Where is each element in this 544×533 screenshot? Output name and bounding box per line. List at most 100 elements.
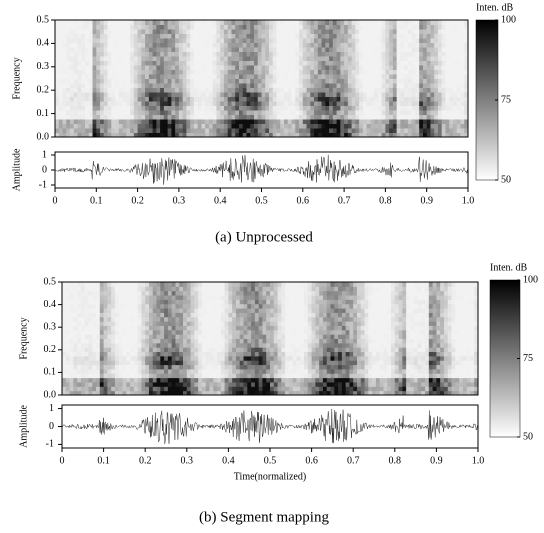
spectrogram-cell [346, 343, 350, 348]
spectrogram-cell [423, 88, 427, 93]
spectrogram-cell [319, 312, 323, 317]
spectrogram-cell [355, 88, 359, 93]
spectrogram-cell [281, 321, 285, 326]
spectrogram-cell [288, 101, 292, 106]
spectrogram-cell [278, 325, 282, 330]
spectrogram-cell [434, 38, 438, 43]
spectrogram-cell [108, 106, 112, 111]
spectrogram-cell [100, 282, 104, 287]
spectrogram-cell [278, 334, 282, 339]
spectrogram-cell [258, 61, 262, 66]
spectrogram-cell [100, 61, 104, 66]
spectrogram-cell [349, 356, 353, 361]
spectrogram-cell [400, 56, 404, 61]
spectrogram-cell [149, 70, 153, 75]
spectrogram-cell [156, 65, 160, 70]
spectrogram-cell [217, 308, 221, 313]
spectrogram-cell [251, 334, 255, 339]
spectrogram-cell [145, 88, 149, 93]
spectrogram-cell [168, 291, 172, 296]
spectrogram-cell [186, 65, 190, 70]
spectrogram-cell [273, 97, 277, 102]
spectrogram-cell [259, 308, 263, 313]
spectrogram-cell [130, 101, 134, 106]
spectrogram-cell [202, 378, 206, 383]
spectrogram-cell [232, 282, 236, 287]
spectrogram-cell [231, 110, 235, 115]
spectrogram-cell [284, 56, 288, 61]
spectrogram-cell [423, 74, 427, 79]
spectrogram-cell [66, 128, 70, 133]
spectrogram-cell [156, 119, 160, 124]
spectrogram-cell [111, 97, 115, 102]
spectrogram-cell [270, 347, 274, 352]
spectrogram-cell [63, 124, 67, 129]
spectrogram-cell [393, 43, 397, 48]
spectrogram-cell [190, 115, 194, 120]
spectrogram-cell [408, 115, 412, 120]
spectrogram-cell [340, 106, 344, 111]
spectrogram-cell [164, 34, 168, 39]
spectrogram-cell [255, 330, 259, 335]
spectrogram-cell [352, 79, 356, 84]
spectrogram-cell [145, 38, 149, 43]
spectrogram-cell [361, 339, 365, 344]
spectrogram-cell [400, 124, 404, 129]
spectrogram-cell [108, 52, 112, 57]
spectrogram-cell [315, 386, 319, 391]
spectrogram-cell [340, 56, 344, 61]
spectrogram-cell [92, 330, 96, 335]
spectrogram-cell [175, 308, 179, 313]
spectrogram-cell [385, 25, 389, 30]
spectrogram-cell [228, 34, 232, 39]
spectrogram-cell [453, 74, 457, 79]
spectrogram-cell [108, 74, 112, 79]
spectrogram-cell [370, 115, 374, 120]
spectrogram-cell [221, 291, 225, 296]
spectrogram-cell [145, 128, 149, 133]
spectrogram-cell [171, 115, 175, 120]
spectrogram-cell [254, 115, 258, 120]
spectrogram-cell [359, 88, 363, 93]
spectrogram-cell [415, 25, 419, 30]
spectrogram-cell [228, 330, 232, 335]
spectrogram-cell [96, 124, 100, 129]
spectrogram-cell [382, 106, 386, 111]
spectrogram-cell [149, 339, 153, 344]
spectrogram-cell [149, 83, 153, 88]
spectrogram-cell [449, 83, 453, 88]
spectrogram-cell [89, 106, 93, 111]
spectrogram-cell [289, 304, 293, 309]
spectrogram-cell [179, 317, 183, 322]
spectrogram-cell [70, 317, 74, 322]
spectrogram-cell [427, 124, 431, 129]
spectrogram-cell [277, 70, 281, 75]
spectrogram-cell [449, 38, 453, 43]
spectrogram-cell [357, 369, 361, 374]
spectrogram-cell [419, 88, 423, 93]
spectrogram-cell [337, 128, 341, 133]
spectrogram-cell [235, 110, 239, 115]
spectrogram-cell [415, 38, 419, 43]
spectrogram-cell [430, 52, 434, 57]
spectrogram-cell [243, 88, 247, 93]
spectrogram-cell [397, 106, 401, 111]
spectrogram-cell [259, 360, 263, 365]
spectrogram-cell [322, 106, 326, 111]
spectrogram-cell [265, 65, 269, 70]
spectrogram-cell [164, 299, 168, 304]
spectrogram-cell [141, 291, 145, 296]
spectrogram-cell [367, 101, 371, 106]
spectrogram-cell [198, 378, 202, 383]
spectrogram-cell [378, 34, 382, 39]
spectrogram-cell [93, 34, 97, 39]
spectrogram-cell [183, 29, 187, 34]
spectrogram-cell [329, 20, 333, 25]
spectrogram-cell [104, 56, 108, 61]
spectrogram-cell [269, 97, 273, 102]
spectrogram-cell [157, 343, 161, 348]
spectrogram-cell [213, 20, 217, 25]
spectrogram-cell [247, 386, 251, 391]
spectrogram-cell [348, 92, 352, 97]
spectrogram-cell [175, 286, 179, 291]
